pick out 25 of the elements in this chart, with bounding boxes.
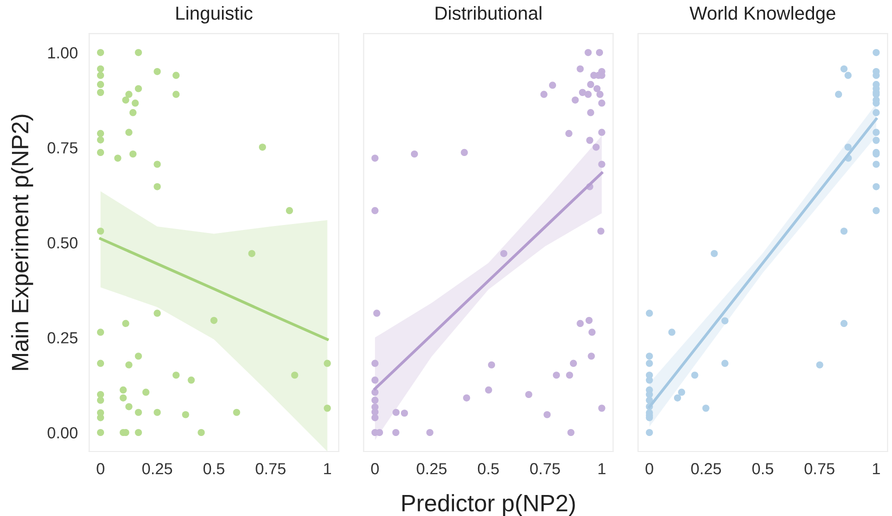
y-tick-label: 1.00 bbox=[48, 47, 78, 58]
chart-title: Distributional bbox=[436, 6, 542, 20]
x-tick-label: 0.25 bbox=[416, 463, 447, 474]
y-tick-label: 0.25 bbox=[48, 332, 78, 344]
y-tick-label: 0.50 bbox=[48, 237, 78, 248]
y-axis-title: Main Experiment p(NP2) bbox=[11, 114, 34, 370]
y-tick-label: 0.75 bbox=[48, 142, 78, 154]
x-axis-title: Predictor p(NP2) bbox=[402, 494, 575, 516]
x-tick-label: 0.75 bbox=[804, 463, 834, 474]
x-tick-label: 0 bbox=[371, 463, 379, 474]
x-tick-label: 0.5 bbox=[752, 463, 774, 474]
chart-title: Linguistic bbox=[176, 6, 253, 24]
y-tick-label: 0.00 bbox=[48, 427, 78, 438]
x-tick-label: 1 bbox=[324, 463, 332, 474]
x-tick-label: 0.75 bbox=[530, 463, 560, 474]
x-tick-label: 0 bbox=[646, 463, 654, 474]
x-tick-label: 0.5 bbox=[203, 463, 224, 474]
x-tick-label: 0.5 bbox=[478, 463, 499, 474]
x-tick-label: 0.75 bbox=[256, 463, 286, 474]
x-tick-label: 0 bbox=[96, 463, 104, 474]
x-tick-label: 1 bbox=[872, 463, 880, 474]
x-tick-label: 0.25 bbox=[142, 463, 172, 474]
x-tick-label: 0.25 bbox=[691, 463, 721, 474]
chart-title: World Knowledge bbox=[690, 6, 836, 24]
x-tick-label: 1 bbox=[598, 463, 606, 474]
